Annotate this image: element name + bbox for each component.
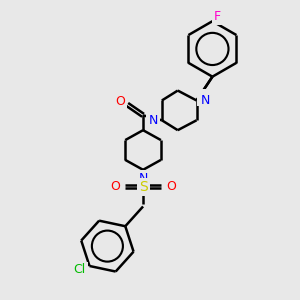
Text: N: N	[199, 91, 208, 104]
Text: Cl: Cl	[74, 263, 86, 276]
Text: N: N	[138, 172, 148, 185]
Text: N: N	[148, 114, 158, 127]
Text: N: N	[201, 94, 210, 107]
Text: S: S	[139, 180, 147, 194]
Text: O: O	[115, 95, 125, 108]
Text: O: O	[166, 180, 176, 193]
Text: F: F	[214, 10, 221, 23]
Text: O: O	[110, 180, 120, 193]
